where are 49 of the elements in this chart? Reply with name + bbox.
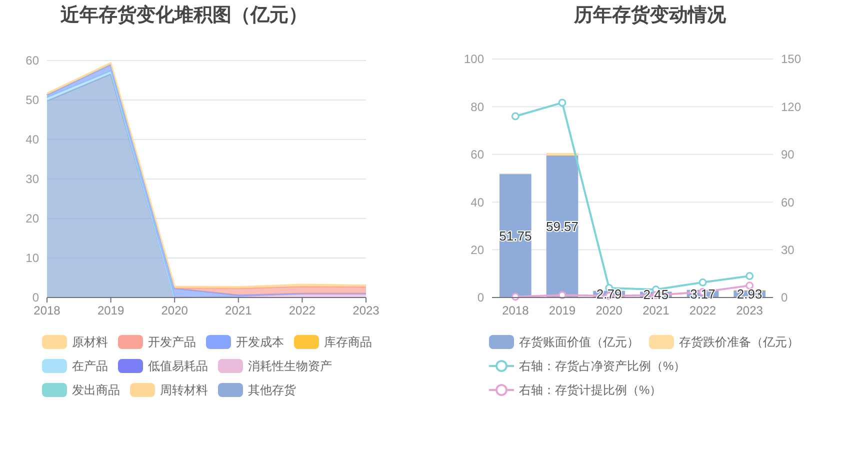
y2-tick-label: 150: [781, 52, 802, 66]
y2-tick-label: 30: [781, 243, 795, 257]
y2-tick-label: 120: [781, 100, 802, 114]
legend-label: 存货跌价准备（亿元）: [679, 335, 799, 350]
y-tick-label: 20: [26, 212, 40, 226]
x-tick-label: 2018: [34, 304, 61, 318]
y-tick-label: 40: [26, 132, 40, 147]
y-tick-label: 100: [464, 52, 484, 66]
legend-label: 周转材料: [160, 383, 208, 398]
x-tick-label: 2020: [161, 304, 188, 318]
x-tick-label: 2022: [689, 304, 716, 318]
x-tick-label: 2022: [288, 304, 316, 318]
data-label: 59.57: [546, 219, 579, 234]
y-tick-label: 60: [470, 148, 484, 162]
y-tick-label: 30: [26, 172, 40, 186]
legend-label: 低值易耗品: [148, 359, 208, 374]
x-tick-label: 2021: [642, 304, 670, 318]
legend-label: 消耗性生物资产: [248, 359, 332, 374]
y-tick-label: 40: [470, 195, 484, 210]
legend-label: 存货账面价值（亿元）: [519, 335, 639, 350]
data-label: 51.75: [499, 228, 532, 244]
legend-label: 开发成本: [236, 335, 284, 350]
y-tick-label: 0: [477, 290, 484, 305]
x-tick-label: 2020: [596, 304, 623, 318]
legend-label: 发出商品: [72, 383, 120, 398]
x-tick-label: 2023: [736, 304, 764, 318]
y-tick-label: 80: [470, 100, 484, 114]
x-tick-label: 2019: [548, 304, 576, 318]
legend-label: 原材料: [72, 335, 108, 350]
y-tick-label: 20: [470, 243, 484, 257]
legend-label: 开发产品: [148, 335, 196, 350]
x-tick-label: 2019: [97, 304, 124, 318]
legend-label: 其他存货: [248, 383, 296, 398]
y-tick-label: 0: [32, 290, 40, 305]
legend-label: 右轴：存货占净资产比例（%）: [519, 359, 686, 374]
chart-title: 近年存货变化堆积图（亿元）: [60, 4, 308, 26]
x-tick-label: 2023: [352, 304, 380, 318]
y2-tick-label: 60: [781, 195, 795, 210]
y-tick-label: 10: [26, 251, 40, 266]
y-tick-label: 60: [26, 54, 40, 68]
x-tick-label: 2018: [502, 304, 530, 318]
legend-label: 在产品: [72, 359, 108, 374]
chart-title: 历年存货变动情况: [573, 4, 727, 26]
legend-label: 右轴：存货计提比例（%）: [519, 383, 662, 398]
y2-tick-label: 90: [781, 148, 795, 162]
y-tick-label: 50: [26, 93, 40, 108]
legend-label: 库存商品: [324, 335, 372, 350]
y2-tick-label: 0: [781, 290, 788, 305]
x-tick-label: 2021: [225, 304, 252, 318]
